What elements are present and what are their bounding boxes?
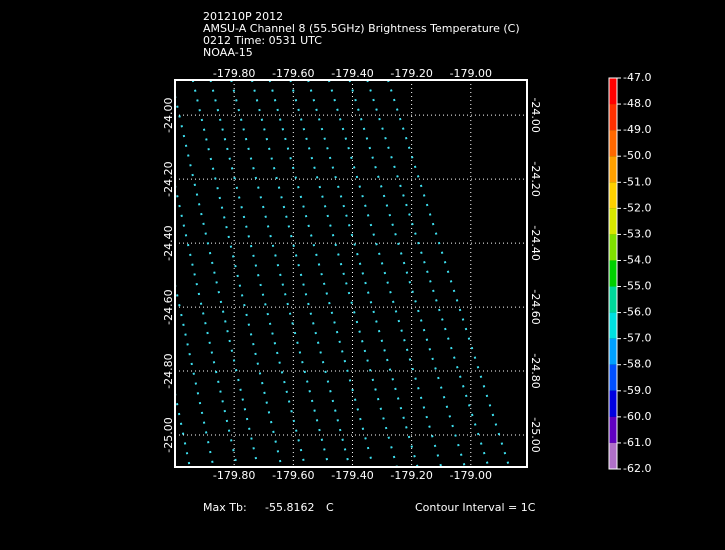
colorbar-segment [609, 156, 617, 183]
colorbar-label: -55.0 [623, 280, 651, 293]
colorbar-segment [609, 338, 617, 365]
colorbar-segment [609, 234, 617, 261]
colorbar-segment [609, 208, 617, 235]
x-tick-label: -179.40 [331, 67, 373, 80]
scan-line [174, 95, 259, 468]
scan-line [289, 79, 398, 468]
scan-line [268, 79, 375, 468]
x-tick-label: -179.80 [213, 67, 255, 80]
colorbar-label: -50.0 [623, 149, 651, 162]
y-tick-label: -25.00 [529, 417, 542, 452]
scan-line [250, 79, 351, 468]
colorbar-segment [609, 286, 617, 313]
colorbar-label: -59.0 [623, 384, 651, 397]
x-tick-label: -179.00 [450, 67, 492, 80]
max-value: -55.8162 [265, 501, 314, 514]
scan-line [174, 185, 239, 468]
scan-line [174, 393, 191, 468]
colorbar-frame [608, 77, 618, 470]
title-line: 0212 Time: 0531 UTC [203, 34, 322, 47]
x-tick-label: -179.20 [390, 67, 432, 80]
plot-frame [174, 79, 528, 468]
colorbar-label: -51.0 [623, 175, 651, 188]
colorbar-segment [609, 312, 617, 339]
scan-line [174, 284, 215, 468]
colorbar-label: -49.0 [623, 123, 651, 136]
colorbar-segment [609, 182, 617, 209]
title-line: 201210P 2012 [203, 10, 283, 23]
x-tick-label: -179.20 [390, 469, 432, 482]
max-unit: C [326, 501, 334, 514]
x-tick-label: -179.60 [272, 67, 314, 80]
y-tick-label: -24.40 [162, 225, 175, 260]
y-tick-label: -24.00 [162, 97, 175, 132]
x-tick-label: -179.40 [331, 469, 373, 482]
x-tick-label: -179.60 [272, 469, 314, 482]
colorbar-segment [609, 390, 617, 417]
colorbar-label: -48.0 [623, 97, 651, 110]
title-line: AMSU-A Channel 8 (55.5GHz) Brightness Te… [203, 22, 520, 35]
colorbar-segment [609, 416, 617, 443]
colorbar-label: -60.0 [623, 410, 651, 423]
colorbar-segment [609, 442, 617, 469]
y-tick-label: -24.60 [529, 289, 542, 324]
scan-line [307, 79, 419, 468]
colorbar-label: -61.0 [623, 436, 651, 449]
colorbar-label: -52.0 [623, 201, 651, 214]
colorbar-segment [609, 104, 617, 131]
colorbar-label: -58.0 [623, 358, 651, 371]
colorbar-label: -47.0 [623, 71, 651, 84]
colorbar-label: -57.0 [623, 332, 651, 345]
scan-line [327, 79, 443, 468]
colorbar-segment [609, 130, 617, 157]
max-label: Max Tb: [203, 501, 247, 514]
colorbar-segment [609, 364, 617, 391]
y-tick-label: -24.00 [529, 97, 542, 132]
y-tick-label: -24.20 [529, 161, 542, 196]
x-tick-label: -179.00 [450, 469, 492, 482]
contour-interval: Contour Interval = 1C [415, 501, 536, 514]
scan-line [209, 79, 307, 468]
colorbar-label: -53.0 [623, 227, 651, 240]
title-line: NOAA-15 [203, 46, 253, 59]
colorbar-segment [609, 260, 617, 287]
scan-line [191, 79, 283, 468]
scan-line [348, 79, 466, 468]
y-tick-label: -24.80 [529, 353, 542, 388]
y-tick-label: -24.40 [529, 225, 542, 260]
colorbar-label: -56.0 [623, 306, 651, 319]
colorbar-label: -62.0 [623, 462, 651, 475]
y-tick-label: -24.20 [162, 161, 175, 196]
y-tick-label: -24.60 [162, 289, 175, 324]
colorbar-segment [609, 78, 617, 105]
y-tick-label: -24.80 [162, 353, 175, 388]
colorbar-label: -54.0 [623, 253, 651, 266]
x-tick-label: -179.80 [213, 469, 255, 482]
y-tick-label: -25.00 [162, 417, 175, 452]
